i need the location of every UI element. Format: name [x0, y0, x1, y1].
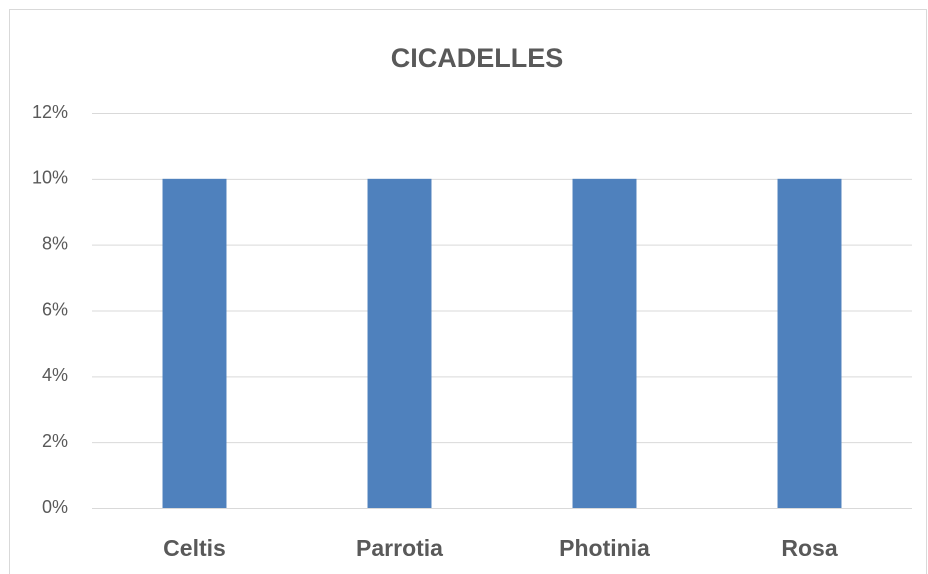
bar	[777, 178, 842, 509]
chart-border	[9, 9, 927, 574]
y-tick-label: 8%	[42, 233, 68, 253]
x-tick-label: Parrotia	[356, 535, 443, 561]
y-tick-label: 10%	[32, 168, 68, 188]
bar	[162, 178, 227, 509]
x-tick-label: Photinia	[559, 535, 650, 561]
x-tick-label: Celtis	[163, 535, 226, 561]
x-tick-label: Rosa	[781, 535, 837, 561]
chart-title: CICADELLES	[391, 43, 564, 73]
y-tick-label: 4%	[42, 365, 68, 385]
bar	[367, 178, 432, 509]
y-tick-label: 0%	[42, 497, 68, 517]
y-tick-label: 6%	[42, 299, 68, 319]
bar	[572, 178, 637, 509]
y-tick-label: 12%	[32, 102, 68, 122]
y-tick-label: 2%	[42, 431, 68, 451]
